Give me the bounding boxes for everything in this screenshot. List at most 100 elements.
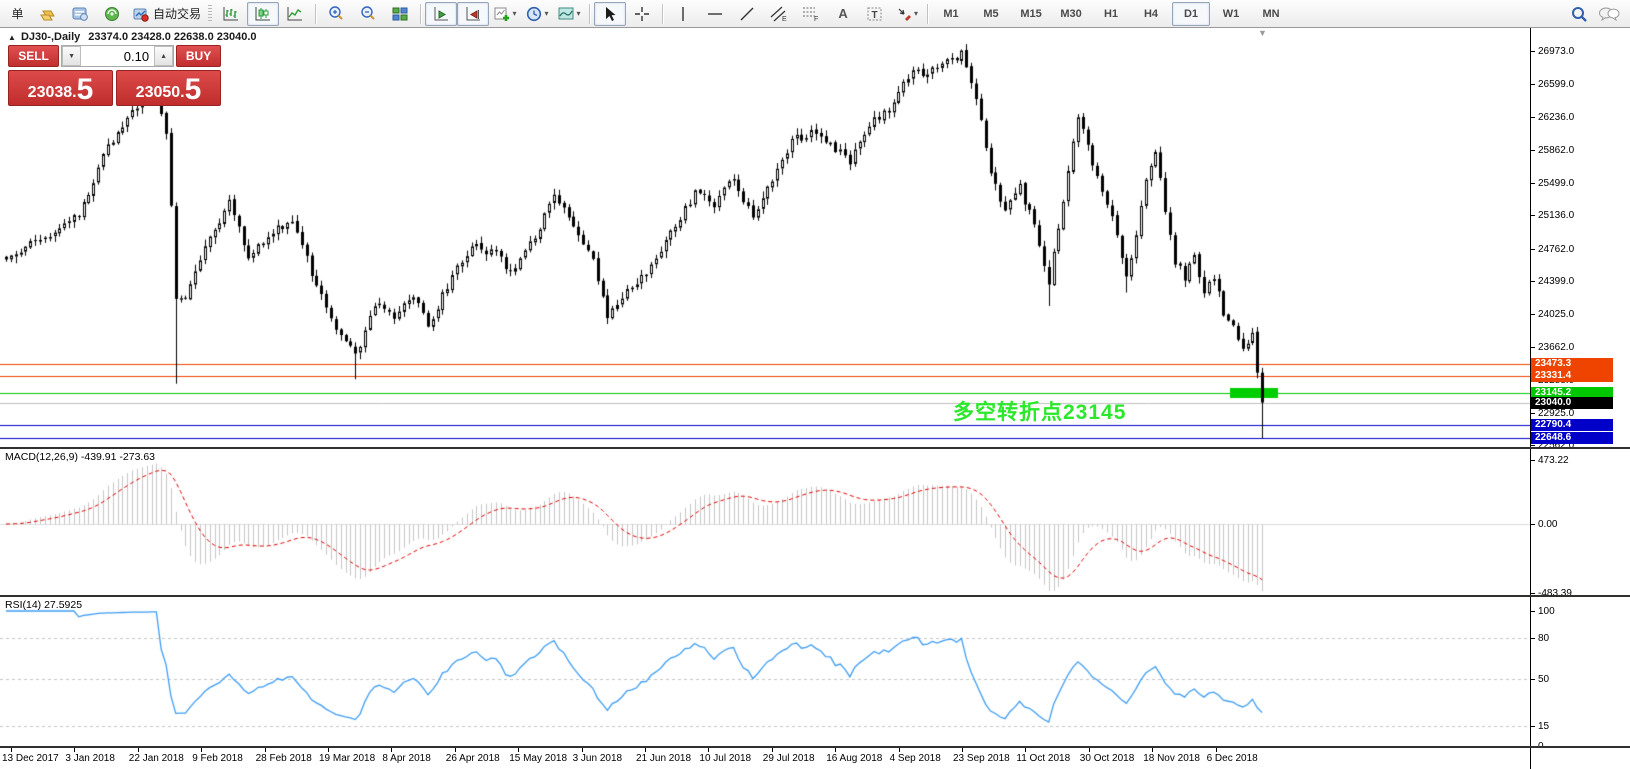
- date-tick-mark: [962, 748, 963, 752]
- price-panel: ▲ DJ30-,Daily 23374.0 23428.0 22638.0 23…: [0, 28, 1630, 449]
- svg-text:T: T: [872, 10, 878, 21]
- date-label: 21 Jun 2018: [636, 753, 692, 764]
- date-axis: 13 Dec 2017 3 Jan 2018 22 Jan 2018 9 Feb 20…: [0, 748, 1530, 769]
- volume-increase-button[interactable]: ▲: [154, 46, 174, 66]
- one-click-toggle-icon[interactable]: ▲: [8, 33, 16, 42]
- date-label: 3 Jun 2018: [572, 753, 623, 764]
- dropdown-caret-icon[interactable]: ▾: [544, 9, 549, 18]
- dropdown-caret-icon[interactable]: ▾: [512, 9, 517, 18]
- resistance-line-badge: 23473.3: [1531, 357, 1613, 370]
- horizontal-line-icon[interactable]: [699, 2, 731, 26]
- price-plot-area: ▲ DJ30-,Daily 23374.0 23428.0 22638.0 23…: [0, 28, 1530, 447]
- buy-price-button[interactable]: 23050. 5: [116, 70, 221, 106]
- date-tick-mark: [708, 748, 710, 752]
- spin-down-icon: ▼: [68, 52, 76, 60]
- equidistant-channel-icon[interactable]: E: [763, 2, 795, 26]
- line-chart-icon[interactable]: [279, 2, 311, 26]
- toolbar-grip: [208, 4, 213, 23]
- axis-tick-mark: [1531, 182, 1535, 184]
- zoom-out-icon[interactable]: [352, 2, 384, 26]
- date-tick-mark: [518, 748, 520, 752]
- crosshair-icon[interactable]: [626, 2, 658, 26]
- timeframe-m5[interactable]: M5: [983, 7, 999, 20]
- chart-ohlc-values: 23374.0 23428.0 22638.0 23040.0: [88, 31, 257, 43]
- auto-scroll-icon[interactable]: [425, 1, 458, 26]
- text-tool-icon[interactable]: A: [827, 2, 859, 26]
- trendline-icon[interactable]: [731, 2, 763, 26]
- date-label: 19 Mar 2018: [319, 753, 376, 764]
- main-chart-canvas[interactable]: [0, 28, 1530, 447]
- tile-windows-icon[interactable]: [384, 2, 416, 26]
- arrows-tool-button[interactable]: ▾: [891, 2, 923, 26]
- pivot-annotation-text: 多空转折点23145: [953, 401, 1127, 424]
- buy-price-int: 23050: [135, 84, 181, 101]
- toolbar-separator: [589, 3, 591, 24]
- date-label: 16 Aug 2018: [826, 753, 883, 764]
- fibonacci-icon[interactable]: F: [795, 2, 827, 26]
- macd-plot-area: MACD(12,26,9) -439.91 -273.63: [0, 449, 1530, 595]
- date-label: 10 Jul 2018: [699, 753, 752, 764]
- volume-decrease-button[interactable]: ▼: [62, 46, 82, 66]
- price-tick-label: 26236.0: [1538, 111, 1575, 123]
- toolbar-separator: [420, 3, 422, 24]
- date-tick-mark: [137, 748, 139, 752]
- axis-tick-mark: [1531, 725, 1535, 727]
- date-tick-mark: [454, 748, 456, 752]
- rsi-canvas[interactable]: [0, 597, 1530, 746]
- axis-tick-mark: [1531, 593, 1535, 594]
- periods-button[interactable]: ▾: [521, 2, 553, 26]
- date-label: 26 Apr 2018: [445, 753, 500, 764]
- zoom-in-icon[interactable]: [320, 2, 352, 26]
- axis-tick-mark: [1531, 314, 1535, 316]
- macd-canvas[interactable]: [0, 449, 1530, 595]
- date-label: 23 Sep 2018: [953, 753, 1010, 764]
- svg-text:F: F: [814, 16, 818, 22]
- axis-tick-mark: [1531, 248, 1535, 250]
- cursor-icon[interactable]: [594, 1, 627, 26]
- dropdown-caret-icon[interactable]: ▾: [914, 9, 919, 18]
- rsi-plot-area: RSI(14) 27.5925: [0, 597, 1530, 746]
- date-label: 3 Jan 2018: [65, 753, 115, 764]
- volume-input[interactable]: 0.10: [123, 48, 150, 64]
- market-icon[interactable]: [96, 2, 128, 26]
- timeframe-h4[interactable]: H4: [1143, 7, 1159, 20]
- buy-button[interactable]: BUY: [176, 45, 221, 67]
- toolbar-separator: [927, 3, 929, 24]
- new-order-button[interactable]: 单: [0, 2, 32, 26]
- timeframe-m15[interactable]: M15: [1020, 7, 1042, 20]
- date-tick-mark: [645, 748, 646, 752]
- rsi-tick-label: 50: [1538, 673, 1550, 685]
- vertical-line-icon[interactable]: [667, 2, 699, 26]
- sell-button[interactable]: SELL: [8, 45, 60, 67]
- toolbar-separator: [662, 3, 664, 24]
- rsi-axis: 100 80 50 15 0: [1530, 597, 1630, 746]
- autotrading-button[interactable]: 自动交易: [128, 2, 205, 26]
- timeframe-h1[interactable]: H1: [1103, 7, 1119, 20]
- axis-tick-mark: [1531, 281, 1535, 283]
- chat-icon[interactable]: [1598, 5, 1620, 23]
- gold-icon[interactable]: [32, 2, 64, 26]
- search-icon[interactable]: [1570, 5, 1588, 23]
- timeframe-w1[interactable]: W1: [1222, 7, 1240, 20]
- price-tick-label: 26973.0: [1538, 45, 1575, 57]
- timeframe-d1[interactable]: D1: [1172, 1, 1211, 26]
- timeframe-mn[interactable]: MN: [1262, 7, 1280, 20]
- dropdown-caret-icon[interactable]: ▾: [576, 9, 581, 18]
- metaeditor-icon[interactable]: [64, 2, 96, 26]
- chart-window: ▲ DJ30-,Daily 23374.0 23428.0 22638.0 23…: [0, 28, 1630, 769]
- timeframe-m1[interactable]: M1: [943, 7, 959, 20]
- date-axis-row: 13 Dec 2017 3 Jan 2018 22 Jan 2018 9 Feb 20…: [0, 748, 1630, 769]
- axis-tick-mark: [1531, 638, 1535, 639]
- candlestick-chart-icon[interactable]: [247, 1, 280, 26]
- timeframe-m30[interactable]: M30: [1060, 7, 1082, 20]
- add-indicator-button[interactable]: ▾: [489, 2, 521, 26]
- axis-tick-mark: [1531, 611, 1535, 612]
- label-tool-icon[interactable]: T: [859, 2, 891, 26]
- sell-price-button[interactable]: 23038. 5: [8, 70, 113, 106]
- text-tool-glyph: A: [838, 6, 848, 21]
- templates-button[interactable]: ▾: [553, 2, 585, 26]
- bar-chart-icon[interactable]: [215, 2, 247, 26]
- date-tick-mark: [771, 748, 773, 752]
- chart-shift-icon[interactable]: [457, 1, 490, 26]
- axis-corner: [1530, 748, 1630, 769]
